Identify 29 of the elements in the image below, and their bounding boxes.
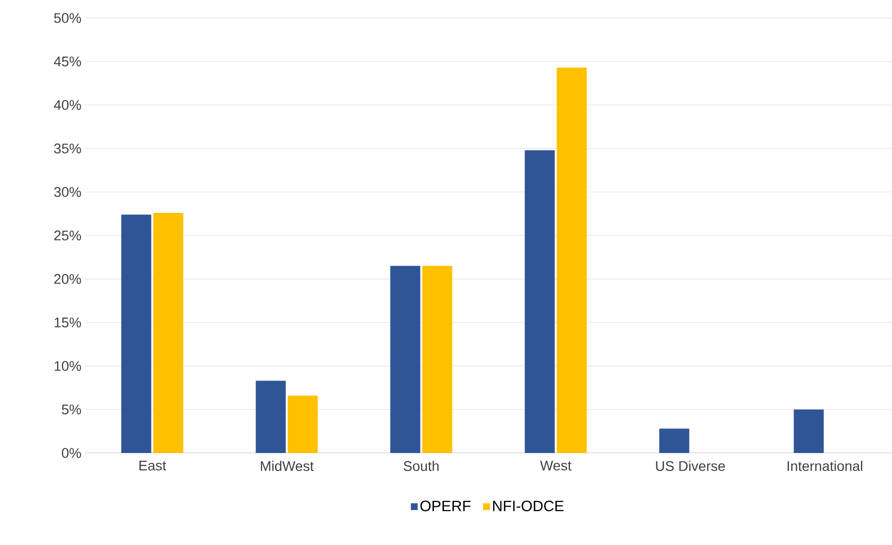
y-tick-label: 15% (54, 318, 81, 328)
y-tick-label: 25% (54, 230, 81, 240)
y-tick-label: 0% (62, 448, 81, 458)
bar (288, 396, 318, 453)
x-tick-label: MidWest (260, 460, 314, 472)
y-tick-label: 45% (54, 56, 81, 66)
bar (556, 68, 587, 453)
x-tick-label: East (139, 460, 166, 470)
bar (422, 266, 452, 453)
legend-label: OPERF (420, 500, 471, 512)
bar (794, 409, 824, 453)
bar (121, 214, 152, 453)
x-tick-label: US Diverse (656, 460, 725, 472)
legend-label: NFI-ODCE (493, 500, 564, 512)
bar (524, 150, 555, 453)
bar (153, 212, 184, 453)
y-tick-label: 20% (54, 274, 81, 284)
y-tick-label: 30% (54, 187, 81, 197)
x-tick-label: International (788, 460, 862, 472)
y-tick-label: 35% (54, 144, 81, 154)
y-tick-label: 10% (54, 361, 81, 371)
y-tick-label: 50% (54, 13, 81, 23)
bar (390, 266, 420, 453)
y-tick-label: 40% (54, 100, 81, 110)
x-tick-label: West (540, 460, 572, 470)
bar (256, 380, 286, 453)
x-tick-label: South (404, 460, 439, 472)
y-tick-label: 5% (62, 404, 81, 414)
bar (659, 428, 690, 453)
